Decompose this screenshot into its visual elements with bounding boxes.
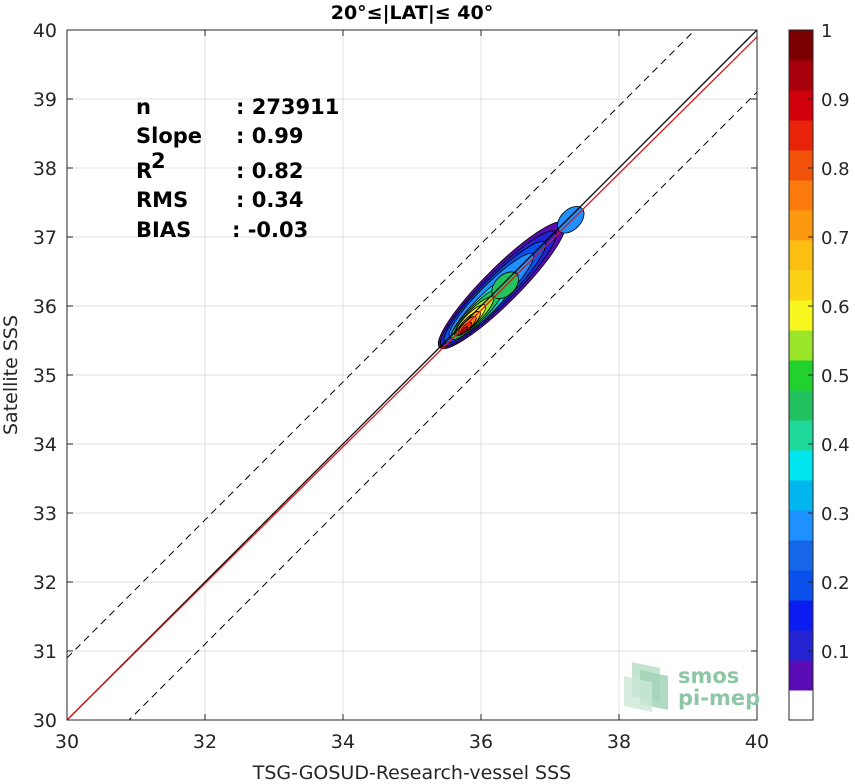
smos-pimep-logo: smos pi-mep xyxy=(624,662,760,712)
stat-value-n: : 273911 xyxy=(236,95,339,119)
colorbar-segment xyxy=(789,270,813,301)
y-tick-label: 39 xyxy=(33,89,57,111)
x-tick-label: 40 xyxy=(745,731,769,753)
y-tick-label: 36 xyxy=(33,296,57,318)
colorbar-segment xyxy=(789,570,813,601)
stat-value-rms: : 0.34 xyxy=(236,188,304,212)
colorbar-segment xyxy=(789,450,813,481)
stat-label-r: R xyxy=(136,159,152,183)
x-tick-label: 36 xyxy=(469,731,493,753)
colorbar-segment xyxy=(789,60,813,91)
colorbar-tick-label: 0.2 xyxy=(821,573,850,594)
y-tick-label: 40 xyxy=(33,20,57,42)
colorbar-tick-label: 0.4 xyxy=(821,435,850,456)
colorbar-tick-label: 1 xyxy=(821,21,832,42)
logo-line1: smos xyxy=(678,664,739,688)
stats-box: n : 273911 Slope : 0.99 R2 : 0.82 RMS : 0.34 BIA… xyxy=(136,95,339,242)
colorbar-tick-label: 0.5 xyxy=(821,366,850,387)
y-tick-label: 38 xyxy=(33,158,57,180)
colorbar-segment xyxy=(789,90,813,121)
colorbar-segment xyxy=(789,540,813,571)
upper-bound-line xyxy=(67,30,696,659)
density-secondary-peak xyxy=(556,206,585,234)
identity-line xyxy=(67,30,757,720)
y-tick-label: 35 xyxy=(33,365,57,387)
colorbar-segment xyxy=(789,300,813,331)
y-tick-label: 34 xyxy=(33,434,57,456)
colorbar-segment xyxy=(789,120,813,151)
lower-bound-line xyxy=(128,91,757,720)
x-tick-label: 38 xyxy=(607,731,631,753)
stat-label-n: n xyxy=(136,95,151,119)
colorbar-segment xyxy=(789,30,813,61)
stat-label-bias: BIAS xyxy=(136,218,191,242)
y-tick-label: 37 xyxy=(33,227,57,249)
y-axis-label: Satellite SSS xyxy=(0,315,22,435)
colorbar-tick-label: 0.3 xyxy=(821,504,850,525)
colorbar-segment xyxy=(789,210,813,241)
x-tick-label: 30 xyxy=(55,731,79,753)
colorbar-tick-label: 0.7 xyxy=(821,228,850,249)
x-tick-label: 34 xyxy=(331,731,355,753)
colorbar-tick-label: 0.1 xyxy=(821,642,850,663)
y-tick-label: 30 xyxy=(33,710,57,732)
colorbar-segment xyxy=(789,420,813,451)
colorbar-segment xyxy=(789,150,813,181)
x-axis-label: TSG-GOSUD-Research-vessel SSS xyxy=(252,762,572,784)
stat-label-slope: Slope xyxy=(136,124,202,148)
colorbar-segment xyxy=(789,180,813,211)
colorbar-segment xyxy=(789,690,813,721)
stat-superscript: 2 xyxy=(151,149,166,173)
colorbar-tick-label: 0.8 xyxy=(821,159,850,180)
logo-waves-icon xyxy=(624,662,668,712)
stat-value-slope: : 0.99 xyxy=(236,124,304,148)
x-tick-label: 32 xyxy=(193,731,217,753)
colorbar-tick-label: 0.9 xyxy=(821,90,850,111)
grid xyxy=(67,30,757,720)
y-tick-label: 31 xyxy=(33,641,57,663)
regression-line xyxy=(67,36,757,720)
colorbar-segment xyxy=(789,510,813,541)
colorbar: 0.1 0.2 0.3 0.4 0.5 0.6 0.7 0.8 0.9 1 xyxy=(788,21,850,721)
logo-line2: pi-mep xyxy=(678,686,760,710)
colorbar-segment xyxy=(789,480,813,511)
colorbar-segment xyxy=(789,630,813,661)
colorbar-segment xyxy=(789,240,813,271)
axis-ticks: 30 32 34 36 38 40 30 31 32 33 34 35 36 37 38 39 40 xyxy=(33,20,769,753)
reference-lines xyxy=(67,30,757,720)
colorbar-tick-label: 0.6 xyxy=(821,297,850,318)
stat-value-r: : 0.82 xyxy=(236,159,304,183)
colorbar-segment xyxy=(789,330,813,361)
chart-title: 20°≤|LAT|≤ 40° xyxy=(331,2,494,24)
stat-value-bias: : -0.03 xyxy=(232,218,308,242)
stat-label-rms: RMS xyxy=(136,188,188,212)
colorbar-segment xyxy=(789,390,813,421)
y-tick-label: 33 xyxy=(33,503,57,525)
colorbar-segment xyxy=(789,660,813,691)
y-tick-label: 32 xyxy=(33,572,57,594)
colorbar-segment xyxy=(789,600,813,631)
